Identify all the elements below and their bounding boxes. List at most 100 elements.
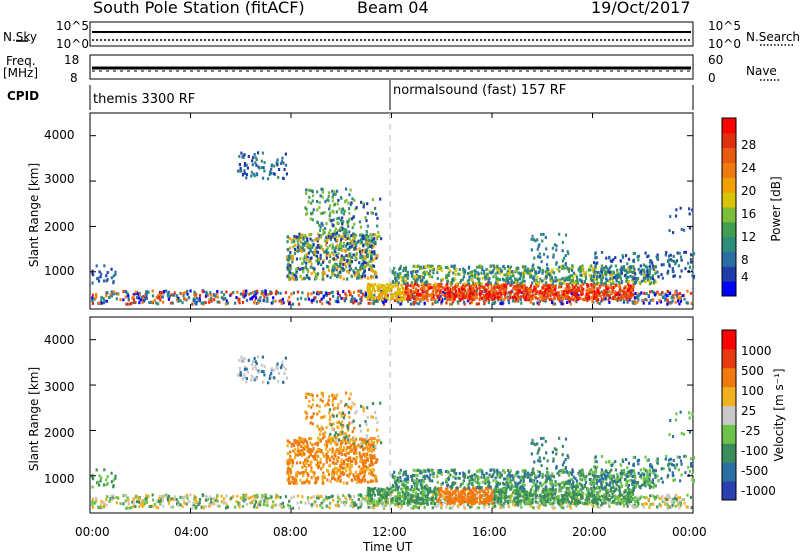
power-cell — [525, 289, 528, 293]
power-cell — [514, 288, 517, 292]
velocity-cell — [466, 503, 470, 507]
velocity-cell — [302, 452, 306, 456]
power-cell — [577, 288, 580, 292]
power-cell — [551, 288, 554, 292]
power-cell — [398, 291, 401, 295]
power-cell — [250, 174, 253, 178]
velocity-cell — [575, 504, 578, 508]
velocity-cell — [677, 496, 680, 500]
velocity-cell — [254, 496, 257, 500]
power-cell — [606, 284, 609, 288]
power-cell — [394, 284, 397, 288]
power-cell — [591, 269, 595, 273]
power-cell — [286, 266, 289, 270]
power-cell — [568, 285, 571, 289]
power-cell — [320, 246, 323, 250]
power-cell — [415, 291, 418, 295]
power-cell — [347, 261, 350, 265]
velocity-cell — [417, 506, 420, 510]
power-cell — [307, 260, 311, 264]
power-cell — [239, 169, 242, 173]
power-cell — [481, 276, 484, 280]
power-cell — [688, 226, 692, 230]
power-cell — [375, 254, 378, 258]
power-cell — [536, 255, 540, 259]
velocity-cell — [436, 504, 439, 508]
power-cell — [373, 293, 376, 297]
power-cell — [497, 293, 501, 297]
power-cell — [243, 163, 246, 167]
power-cell — [656, 290, 659, 294]
power-cell — [400, 278, 404, 282]
power-cell — [225, 299, 228, 303]
velocity-cell — [604, 501, 607, 505]
velocity-cell — [262, 496, 265, 500]
power-cell — [349, 255, 352, 259]
power-cell — [504, 295, 507, 299]
power-cell — [270, 163, 274, 167]
velocity-cell — [649, 502, 652, 506]
power-cell — [471, 291, 474, 295]
power-cell — [396, 275, 399, 279]
power-cell — [576, 297, 579, 301]
velocity-cell — [111, 496, 115, 500]
power-cell — [380, 299, 384, 303]
power-cell — [299, 296, 303, 300]
power-cell — [532, 302, 535, 306]
power-cell — [310, 233, 313, 237]
velocity-cell — [220, 494, 223, 498]
velocity-cell — [153, 502, 156, 506]
power-cell — [561, 264, 565, 268]
power-cell — [543, 293, 546, 297]
velocity-cell — [364, 459, 367, 463]
power-cell — [439, 265, 443, 269]
nsky-strip — [16, 21, 795, 47]
power-cell — [483, 285, 486, 289]
velocity-cell — [286, 478, 289, 482]
power-cell — [305, 261, 308, 265]
power-cell — [351, 234, 355, 238]
power-cell — [381, 291, 385, 295]
power-cell — [374, 299, 377, 303]
power-cell — [594, 251, 597, 255]
power-cell — [551, 270, 554, 274]
power-cell — [462, 275, 466, 279]
velocity-cell — [483, 506, 486, 510]
power-cell — [540, 297, 543, 301]
velocity-cell — [349, 458, 352, 462]
velocity-cell — [95, 468, 98, 472]
power-cell — [345, 294, 348, 298]
velocity-cell — [290, 458, 293, 462]
power-cell — [339, 238, 343, 242]
power-cell — [338, 248, 341, 252]
velocity-cell — [325, 460, 328, 464]
power-cell — [342, 255, 346, 259]
power-cell — [476, 271, 479, 275]
power-cell — [106, 277, 109, 281]
power-cell — [336, 217, 339, 221]
velocity-cell — [100, 499, 103, 503]
power-cell — [349, 203, 352, 207]
power-cell — [430, 297, 433, 301]
velocity-cell — [567, 502, 570, 506]
power-cell — [321, 195, 324, 199]
velocity-cell — [307, 501, 310, 505]
power-cell — [534, 292, 537, 296]
velocity-cell — [112, 485, 115, 489]
power-cell — [351, 295, 354, 299]
velocity-cell — [334, 450, 337, 454]
power-cell — [622, 293, 625, 297]
velocity-cell — [314, 500, 317, 504]
velocity-cell — [191, 506, 194, 510]
power-cell — [451, 281, 454, 285]
power-cell — [328, 259, 332, 263]
power-cell — [649, 281, 653, 285]
power-cell — [652, 267, 655, 271]
power-cell — [476, 287, 479, 291]
power-cell — [652, 264, 655, 268]
power-cell — [341, 258, 344, 262]
power-cell — [331, 269, 334, 273]
velocity-cell — [259, 499, 262, 503]
power-cell — [157, 295, 161, 299]
power-cell — [321, 232, 325, 236]
